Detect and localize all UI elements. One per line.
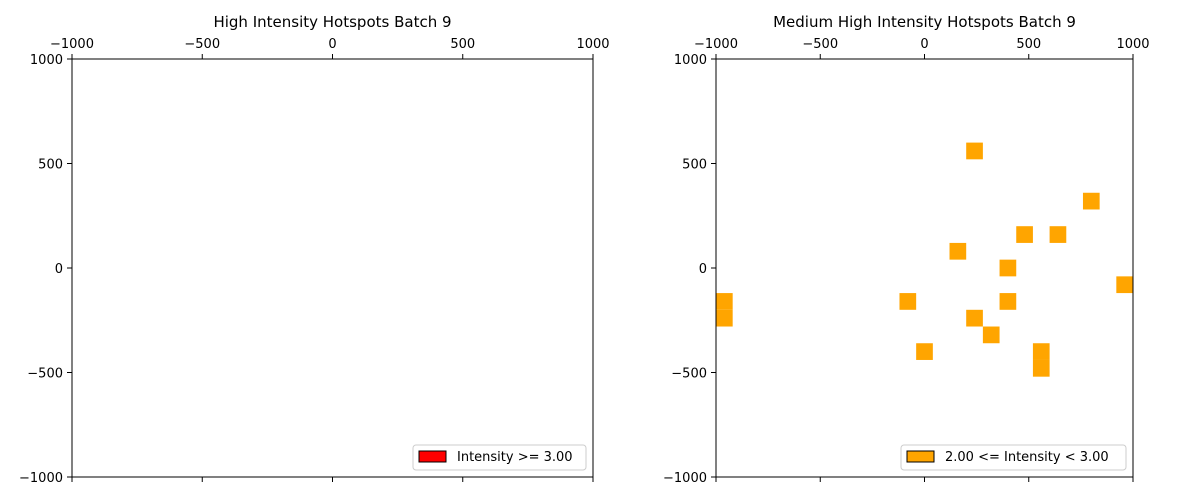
y-tick-label: 500: [682, 158, 707, 173]
hotspot-cell: [1116, 276, 1133, 294]
chart-medium-high-intensity: Medium High Intensity Hotspots Batch 9 −…: [663, 13, 1150, 486]
axis-ticks: −1000 −500 0 500 1000 1000 500 0 −500 −1000: [663, 37, 1150, 486]
hotspot-cell: [966, 309, 983, 327]
hotspot-cell: [966, 142, 983, 160]
hotspot-cell: [1016, 226, 1033, 243]
x-tick-label: 500: [1016, 37, 1041, 52]
legend-swatch: [418, 450, 447, 463]
y-tick-label: 0: [55, 262, 63, 277]
x-tick-label: 1000: [1116, 37, 1149, 52]
legend-box: [412, 444, 587, 471]
hotspot-cell: [899, 293, 917, 310]
legend-swatch: [906, 450, 935, 463]
y-tick-label: 0: [699, 262, 707, 277]
chart-high-intensity: High Intensity Hotspots Batch 9 −1000 −50…: [19, 13, 610, 486]
y-tick-label: −1000: [663, 471, 707, 486]
legend-label: 2.00 <= Intensity < 3.00: [945, 450, 1109, 465]
hotspot-cell: [716, 309, 733, 327]
hotspot-cell: [999, 293, 1017, 310]
chart-title: Medium High Intensity Hotspots Batch 9: [773, 13, 1076, 31]
hotspot-cell: [1032, 359, 1050, 377]
hotspot-cell: [999, 259, 1017, 277]
hotspot-cell: [1082, 192, 1100, 210]
legend: Intensity >= 3.00: [412, 444, 587, 471]
x-tick-label: −500: [184, 37, 220, 52]
x-tick-label: 0: [920, 37, 928, 52]
plot-frame: [71, 58, 594, 478]
hotspot-cell: [916, 343, 933, 360]
x-tick-label: 0: [328, 37, 336, 52]
chart-title: High Intensity Hotspots Batch 9: [213, 13, 451, 31]
hotspot-cell: [716, 293, 733, 310]
plot-frame: [715, 58, 1134, 478]
y-tick-label: 1000: [674, 53, 707, 68]
x-tick-label: −1000: [50, 37, 94, 52]
y-tick-label: −500: [671, 367, 707, 382]
legend-label: Intensity >= 3.00: [457, 450, 573, 465]
x-tick-label: 500: [450, 37, 475, 52]
x-tick-label: −1000: [694, 37, 738, 52]
hotspot-cell: [982, 326, 1000, 344]
y-tick-label: −1000: [19, 471, 63, 486]
hotspot-cell: [1032, 343, 1050, 360]
hotspot-cells: [716, 142, 1133, 377]
y-tick-label: −500: [27, 367, 63, 382]
y-tick-label: 500: [38, 158, 63, 173]
x-tick-label: −500: [802, 37, 838, 52]
axis-ticks: −1000 −500 0 500 1000 1000 500 0 −500 −1000: [19, 37, 610, 486]
hotspot-cell: [1049, 226, 1067, 243]
hotspot-cell: [949, 242, 967, 260]
legend: 2.00 <= Intensity < 3.00: [900, 444, 1127, 471]
y-tick-label: 1000: [30, 53, 63, 68]
legend-box: [900, 444, 1127, 471]
x-tick-label: 1000: [576, 37, 609, 52]
